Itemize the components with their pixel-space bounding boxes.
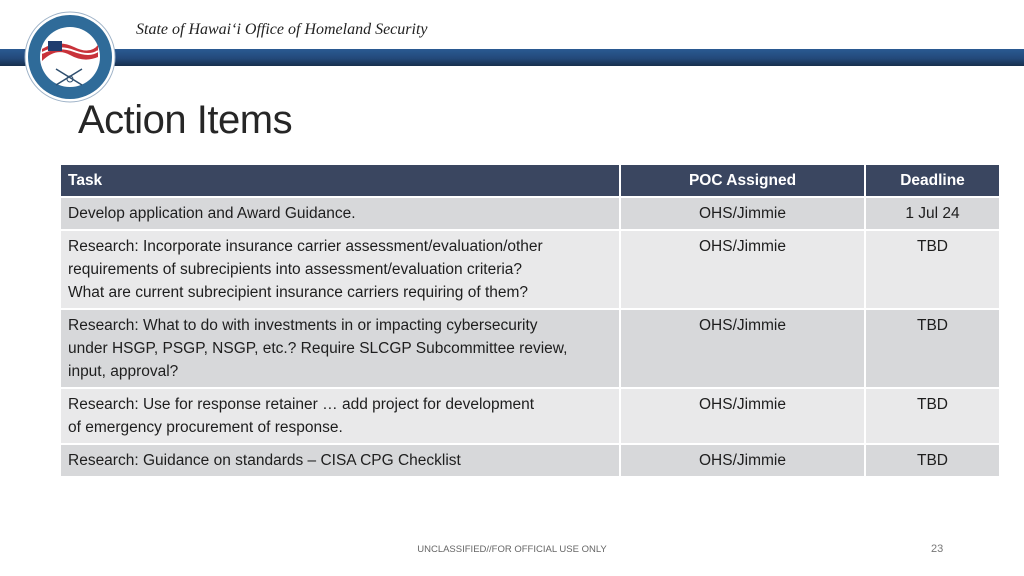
- table-row: Develop application and Award Guidance. O…: [59, 196, 1001, 231]
- table-row: Research: What to do with investments in…: [59, 308, 1001, 389]
- task-text-line: Develop application and Award Guidance.: [68, 205, 356, 222]
- classification-footer: UNCLASSIFIED//FOR OFFICIAL USE ONLY: [417, 544, 607, 555]
- poc-cell: OHS/Jimmie: [619, 443, 866, 478]
- action-items-table: Task POC Assigned Deadline Develop appli…: [59, 163, 1001, 478]
- task-cell: Develop application and Award Guidance.: [59, 196, 621, 231]
- deadline-cell: TBD: [864, 443, 1001, 478]
- deadline-cell: TBD: [864, 229, 1001, 310]
- task-text-line: requirements of subrecipients into asses…: [68, 261, 523, 278]
- task-cell: Research: Guidance on standards – CISA C…: [59, 443, 621, 478]
- poc-cell: OHS/Jimmie: [619, 196, 866, 231]
- deadline-cell: 1 Jul 24: [864, 196, 1001, 231]
- task-text-line: input, approval?: [68, 363, 179, 380]
- slide-title: Action Items: [78, 98, 293, 142]
- task-text-line: of emergency procurement of response.: [68, 419, 343, 436]
- task-text-line: Research: Guidance on standards – CISA C…: [68, 452, 461, 469]
- state-seal-logo: [24, 11, 116, 103]
- task-text-line: under HSGP, PSGP, NSGP, etc.? Require SL…: [68, 340, 568, 357]
- header-band: [0, 49, 1024, 66]
- task-text-line: What are current subrecipient insurance …: [68, 284, 529, 301]
- table-row: Research: Incorporate insurance carrier …: [59, 229, 1001, 310]
- deadline-cell: TBD: [864, 308, 1001, 389]
- table-header-row: Task POC Assigned Deadline: [59, 163, 1001, 198]
- organization-name: State of Hawaiʻi Office of Homeland Secu…: [136, 21, 428, 38]
- page-number: 23: [931, 543, 944, 555]
- task-text-line: Research: Use for response retainer … ad…: [68, 396, 535, 413]
- task-text-line: Research: Incorporate insurance carrier …: [68, 238, 543, 255]
- task-cell: Research: Use for response retainer … ad…: [59, 387, 621, 445]
- column-header-deadline: Deadline: [864, 163, 1001, 198]
- task-cell: Research: What to do with investments in…: [59, 308, 621, 389]
- column-header-task: Task: [59, 163, 621, 198]
- task-text-line: Research: What to do with investments in…: [68, 317, 538, 334]
- task-cell: Research: Incorporate insurance carrier …: [59, 229, 621, 310]
- table-row: Research: Use for response retainer … ad…: [59, 387, 1001, 445]
- poc-cell: OHS/Jimmie: [619, 308, 866, 389]
- poc-cell: OHS/Jimmie: [619, 387, 866, 445]
- column-header-poc: POC Assigned: [619, 163, 866, 198]
- deadline-cell: TBD: [864, 387, 1001, 445]
- poc-cell: OHS/Jimmie: [619, 229, 866, 310]
- table-row: Research: Guidance on standards – CISA C…: [59, 443, 1001, 478]
